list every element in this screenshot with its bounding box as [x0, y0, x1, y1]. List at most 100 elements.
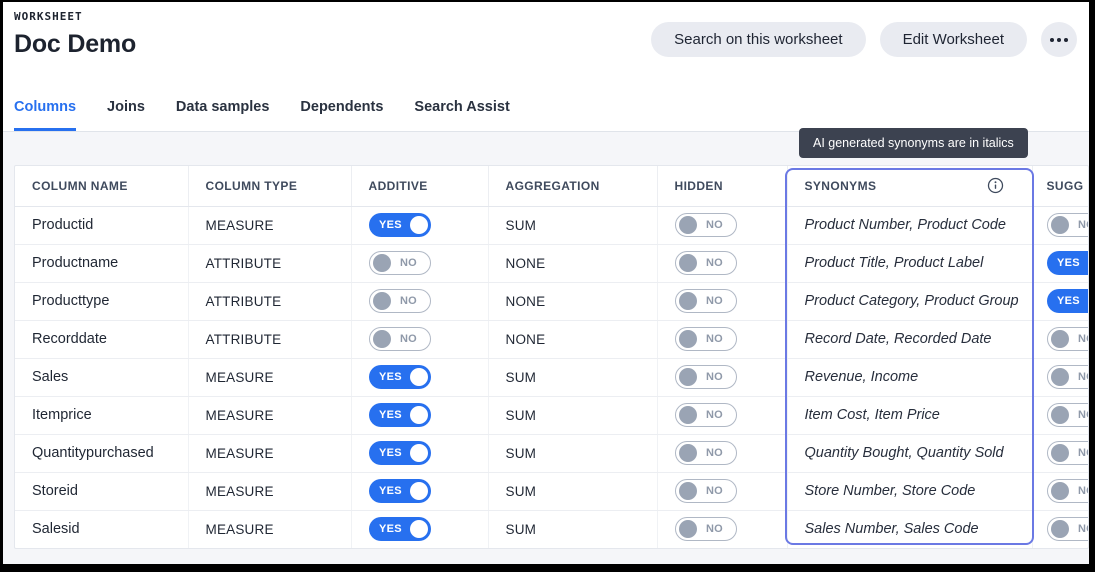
cell-synonyms: Product Category, Product Group	[787, 282, 1033, 321]
additive-toggle[interactable]: YES	[368, 213, 431, 237]
cell-synonyms: Store Number, Store Code	[787, 472, 1033, 511]
toggle-knob	[1050, 215, 1069, 234]
table-header-row: COLUMN NAME COLUMN TYPE ADDITIVE AGGREGA…	[15, 166, 1088, 207]
table-row: Productname ATTRIBUTE NO NONE NO Product…	[15, 244, 1088, 283]
header-column-name: COLUMN NAME	[15, 166, 189, 207]
hidden-toggle[interactable]: NO	[674, 250, 737, 275]
cell-additive: YES	[351, 510, 489, 548]
cell-column-name: Productid	[15, 206, 189, 245]
cell-column-name: Salesid	[15, 510, 189, 548]
hidden-toggle[interactable]: NO	[674, 364, 737, 389]
suggestions-toggle[interactable]: NO	[1046, 516, 1088, 541]
suggestions-toggle[interactable]: NO	[1046, 364, 1088, 389]
toggle-knob	[1087, 254, 1088, 272]
cell-aggregation: SUM	[488, 434, 658, 473]
toggle-label: NO	[1077, 484, 1088, 497]
table-row: Itemprice MEASURE YES SUM NO Item Cost, …	[15, 396, 1088, 435]
toggle-label: NO	[1077, 332, 1088, 345]
toggle-knob	[678, 367, 697, 386]
cell-column-name: Quantitypurchased	[15, 434, 189, 473]
additive-toggle[interactable]: YES	[368, 403, 431, 427]
toggle-knob	[678, 253, 697, 272]
cell-aggregation: NONE	[488, 282, 658, 321]
toggle-knob	[1050, 367, 1069, 386]
search-on-worksheet-button[interactable]: Search on this worksheet	[651, 22, 866, 57]
toggle-knob	[409, 482, 428, 500]
cell-additive: NO	[351, 320, 489, 359]
tab-columns[interactable]: Columns	[14, 86, 77, 131]
more-options-button[interactable]	[1041, 22, 1077, 57]
additive-toggle[interactable]: YES	[368, 479, 431, 503]
hidden-toggle[interactable]: NO	[674, 478, 737, 503]
tab-label: Dependents	[300, 99, 384, 115]
toggle-label: NO	[1077, 446, 1088, 459]
toggle-knob	[1050, 481, 1069, 500]
cell-column-type: MEASURE	[188, 206, 352, 245]
table-row: Productid MEASURE YES SUM NO Product Num…	[15, 206, 1088, 245]
additive-toggle[interactable]: YES	[368, 441, 431, 465]
cell-suggestions: NO	[1032, 434, 1088, 473]
cell-additive: NO	[351, 244, 489, 283]
additive-toggle[interactable]: YES	[368, 365, 431, 389]
info-icon[interactable]	[987, 177, 1004, 194]
suggestions-toggle[interactable]: YES	[1046, 289, 1088, 313]
cell-suggestions: NO	[1032, 206, 1088, 245]
additive-toggle[interactable]: NO	[368, 250, 431, 275]
toggle-knob	[678, 291, 697, 310]
tab-search-assist[interactable]: Search Assist	[414, 86, 509, 131]
toggle-knob	[1050, 405, 1069, 424]
tab-dependents[interactable]: Dependents	[300, 86, 383, 131]
toggle-label: NO	[399, 332, 418, 345]
cell-column-type: ATTRIBUTE	[188, 282, 352, 321]
toggle-knob	[1050, 519, 1069, 538]
suggestions-toggle[interactable]: NO	[1046, 478, 1088, 503]
cell-aggregation: SUM	[488, 472, 658, 511]
cell-column-name: Productname	[15, 244, 189, 283]
toggle-knob	[1050, 443, 1069, 462]
hidden-toggle[interactable]: NO	[674, 326, 737, 351]
tab-joins[interactable]: Joins	[107, 86, 145, 131]
tab-label: Joins	[107, 99, 145, 115]
table-row: Sales MEASURE YES SUM NO Revenue, Income…	[15, 358, 1088, 397]
toggle-knob	[678, 405, 697, 424]
cell-hidden: NO	[657, 396, 788, 435]
cell-column-name: Itemprice	[15, 396, 189, 435]
cell-hidden: NO	[657, 244, 788, 283]
toggle-label: YES	[1057, 295, 1080, 307]
cell-column-type: MEASURE	[188, 434, 352, 473]
toggle-knob	[372, 291, 391, 310]
cell-hidden: NO	[657, 510, 788, 548]
table-row: Quantitypurchased MEASURE YES SUM NO Qua…	[15, 434, 1088, 473]
toggle-label: NO	[705, 332, 724, 345]
additive-toggle[interactable]: YES	[368, 517, 431, 541]
cell-synonyms: Sales Number, Sales Code	[787, 510, 1033, 548]
hidden-toggle[interactable]: NO	[674, 212, 737, 237]
toggle-label: NO	[1077, 218, 1088, 231]
cell-column-name: Recorddate	[15, 320, 189, 359]
toggle-label: YES	[379, 219, 402, 231]
hidden-toggle[interactable]: NO	[674, 440, 737, 465]
cell-additive: YES	[351, 434, 489, 473]
additive-toggle[interactable]: NO	[368, 326, 431, 351]
suggestions-toggle[interactable]: YES	[1046, 251, 1088, 275]
cell-synonyms: Record Date, Recorded Date	[787, 320, 1033, 359]
toggle-label: YES	[379, 485, 402, 497]
hidden-toggle[interactable]: NO	[674, 516, 737, 541]
tab-data-samples[interactable]: Data samples	[176, 86, 270, 131]
suggestions-toggle[interactable]: NO	[1046, 326, 1088, 351]
cell-suggestions: YES	[1032, 244, 1088, 283]
toggle-knob	[1050, 329, 1069, 348]
toggle-label: NO	[399, 256, 418, 269]
ellipsis-icon	[1050, 37, 1068, 42]
hidden-toggle[interactable]: NO	[674, 402, 737, 427]
suggestions-toggle[interactable]: NO	[1046, 440, 1088, 465]
suggestions-toggle[interactable]: NO	[1046, 402, 1088, 427]
edit-worksheet-button[interactable]: Edit Worksheet	[879, 22, 1027, 57]
toggle-label: YES	[379, 447, 402, 459]
hidden-toggle[interactable]: NO	[674, 288, 737, 313]
ai-synonyms-tooltip: AI generated synonyms are in italics	[799, 128, 1028, 158]
additive-toggle[interactable]: NO	[368, 288, 431, 313]
cell-additive: YES	[351, 206, 489, 245]
suggestions-toggle[interactable]: NO	[1046, 212, 1088, 237]
cell-suggestions: NO	[1032, 472, 1088, 511]
